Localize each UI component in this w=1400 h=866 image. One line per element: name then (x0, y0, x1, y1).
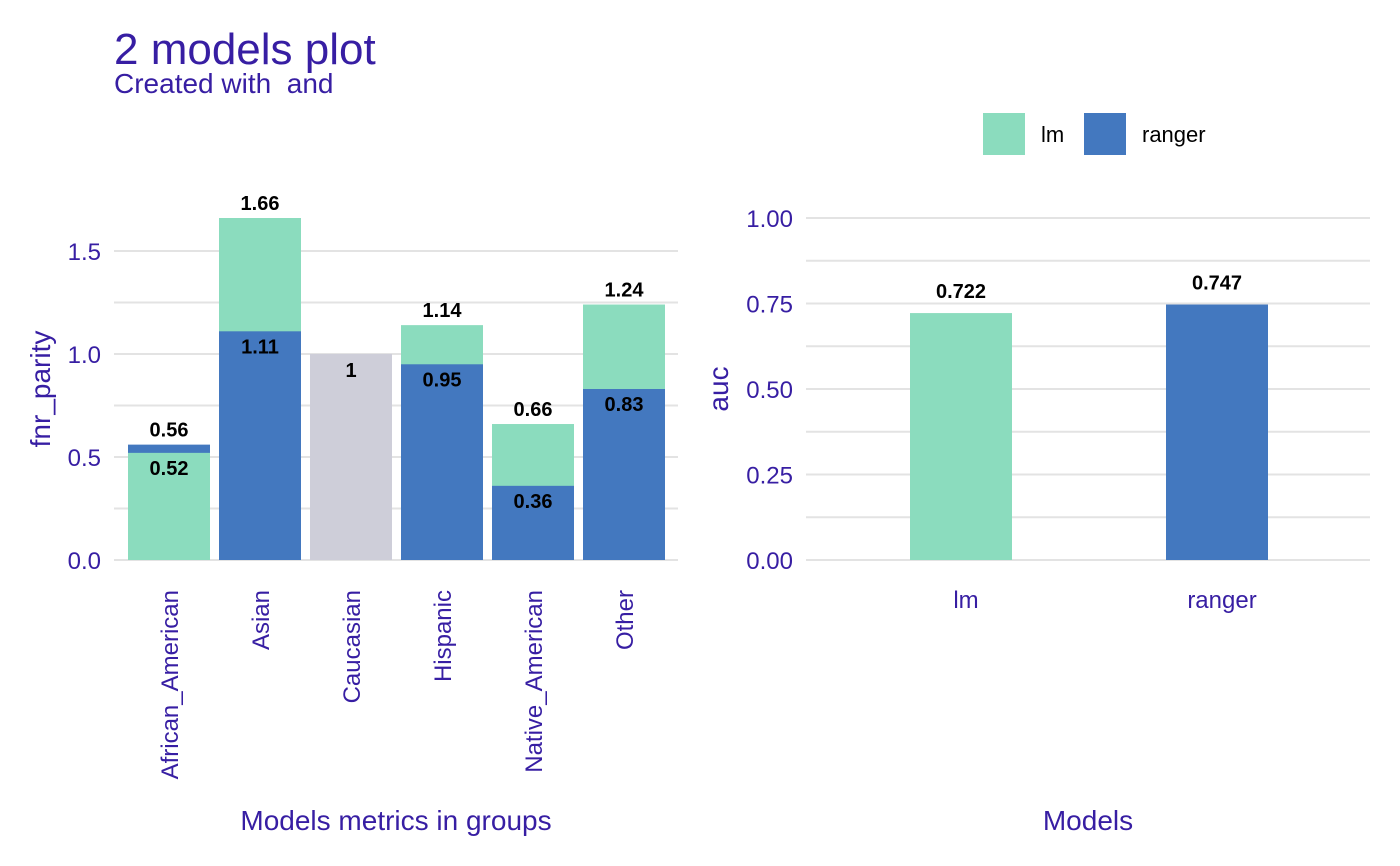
data-label-ranger: 0.56 (150, 420, 189, 442)
data-label-lm: 0.52 (150, 458, 189, 480)
y-tick-label: 0.50 (746, 377, 793, 404)
data-label-lm: 0.66 (514, 399, 553, 421)
data-label-ranger: 0.747 (1192, 273, 1242, 295)
x-tick-label: ranger (1187, 587, 1256, 614)
bar-lm (910, 313, 1012, 560)
bar-ranger (492, 485, 574, 560)
data-label-lm: 1.66 (241, 193, 280, 215)
x-tick-label: African_American (157, 590, 184, 779)
x-tick-label: Other (612, 590, 639, 650)
legend-label-lm: lm (1041, 122, 1064, 147)
data-label-ranger: 0.83 (605, 394, 644, 416)
y-tick-label: 0.5 (68, 445, 101, 472)
y-axis-label: auc (703, 366, 734, 411)
data-label-lm: 1.14 (423, 300, 463, 322)
bar-ranger (219, 331, 301, 560)
y-tick-label: 1.5 (68, 239, 101, 266)
x-tick-label: lm (953, 587, 978, 614)
x-tick-label: Hispanic (430, 590, 457, 682)
chart-subtitle: Created with and (114, 68, 333, 99)
data-label-ranger: 0.36 (514, 491, 553, 513)
chart-title: 2 models plot (114, 25, 376, 74)
y-tick-label: 0.75 (746, 292, 793, 319)
y-tick-label: 1.0 (68, 342, 101, 369)
y-tick-label: 0.00 (746, 548, 793, 575)
y-tick-label: 0.0 (68, 548, 101, 575)
bar-ranger (1166, 304, 1268, 560)
bar-reference (310, 353, 392, 560)
x-tick-label: Native_American (521, 590, 548, 773)
bar-ranger (583, 389, 665, 560)
y-axis-label: fnr_parity (25, 331, 56, 448)
y-tick-label: 0.25 (746, 463, 793, 490)
legend-swatch-lm (983, 113, 1025, 155)
data-label-ranger: 1.11 (241, 336, 279, 358)
data-label-ranger: 0.95 (423, 369, 462, 391)
auc-panel: 0.00 0.25 0.50 0.75 1.00 0.722 lm 0.747 ranger Mo… (703, 206, 1370, 836)
data-label-lm: 1.24 (605, 280, 645, 302)
bar-ranger (401, 364, 483, 560)
x-tick-label: Asian (248, 590, 275, 650)
bar-lm (128, 452, 210, 560)
data-label-lm: 0.722 (936, 281, 986, 303)
x-axis-label: Models (1043, 805, 1133, 836)
legend: lm ranger (983, 113, 1206, 155)
data-label-reference: 1 (345, 360, 356, 382)
x-axis-label: Models metrics in groups (240, 805, 551, 836)
legend-label-ranger: ranger (1142, 122, 1206, 147)
x-tick-label: Caucasian (339, 590, 366, 703)
fnr-parity-panel: 0.0 0.5 1.0 1.5 0.56 0.52 African_American 1.66… (25, 193, 678, 836)
y-tick-label: 1.00 (746, 206, 793, 233)
legend-swatch-ranger (1084, 113, 1126, 155)
